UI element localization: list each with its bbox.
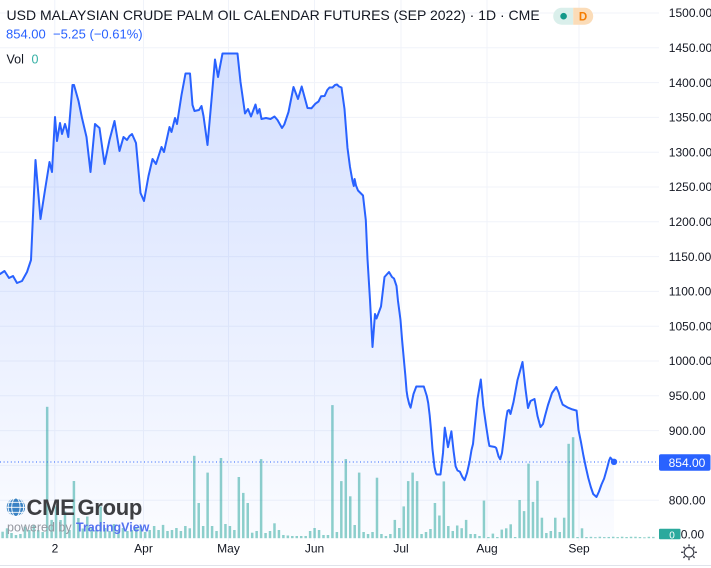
svg-text:USD MALAYSIAN CRUDE PALM OIL C: USD MALAYSIAN CRUDE PALM OIL CALENDAR FU… xyxy=(7,7,540,23)
svg-text:1100.00: 1100.00 xyxy=(669,285,711,299)
svg-text:1450.00: 1450.00 xyxy=(669,41,711,55)
svg-text:0: 0 xyxy=(669,531,675,542)
svg-text:Group: Group xyxy=(78,495,143,520)
svg-text:0.00: 0.00 xyxy=(681,527,705,541)
svg-text:Sep: Sep xyxy=(568,542,590,556)
svg-text:0: 0 xyxy=(32,53,39,67)
svg-text:Apr: Apr xyxy=(134,542,153,556)
svg-text:854.00 −5.25 (−0.61%): 854.00 −5.25 (−0.61%) xyxy=(6,27,143,42)
svg-text:800.00: 800.00 xyxy=(669,493,706,507)
svg-text:Jul: Jul xyxy=(393,542,408,556)
svg-text:1400.00: 1400.00 xyxy=(669,76,711,90)
svg-text:Vol: Vol xyxy=(7,53,24,67)
svg-text:1300.00: 1300.00 xyxy=(669,145,711,159)
svg-text:powered by: powered by xyxy=(7,521,72,535)
svg-text:Jun: Jun xyxy=(305,542,324,556)
svg-text:May: May xyxy=(217,542,240,556)
svg-text:1500.00: 1500.00 xyxy=(669,6,711,20)
svg-text:1200.00: 1200.00 xyxy=(669,215,711,229)
svg-text:900.00: 900.00 xyxy=(669,424,706,438)
svg-text:CME: CME xyxy=(27,495,75,520)
svg-text:950.00: 950.00 xyxy=(669,389,706,403)
svg-text:1150.00: 1150.00 xyxy=(669,250,711,264)
svg-text:D: D xyxy=(579,11,587,23)
svg-text:2: 2 xyxy=(52,542,59,556)
svg-text:1050.00: 1050.00 xyxy=(669,319,711,333)
svg-text:TradingView: TradingView xyxy=(76,521,150,535)
svg-text:1000.00: 1000.00 xyxy=(669,354,711,368)
svg-text:854.00: 854.00 xyxy=(669,456,706,470)
svg-text:Aug: Aug xyxy=(476,542,497,556)
svg-text:1350.00: 1350.00 xyxy=(669,111,711,125)
svg-text:1250.00: 1250.00 xyxy=(669,180,711,194)
